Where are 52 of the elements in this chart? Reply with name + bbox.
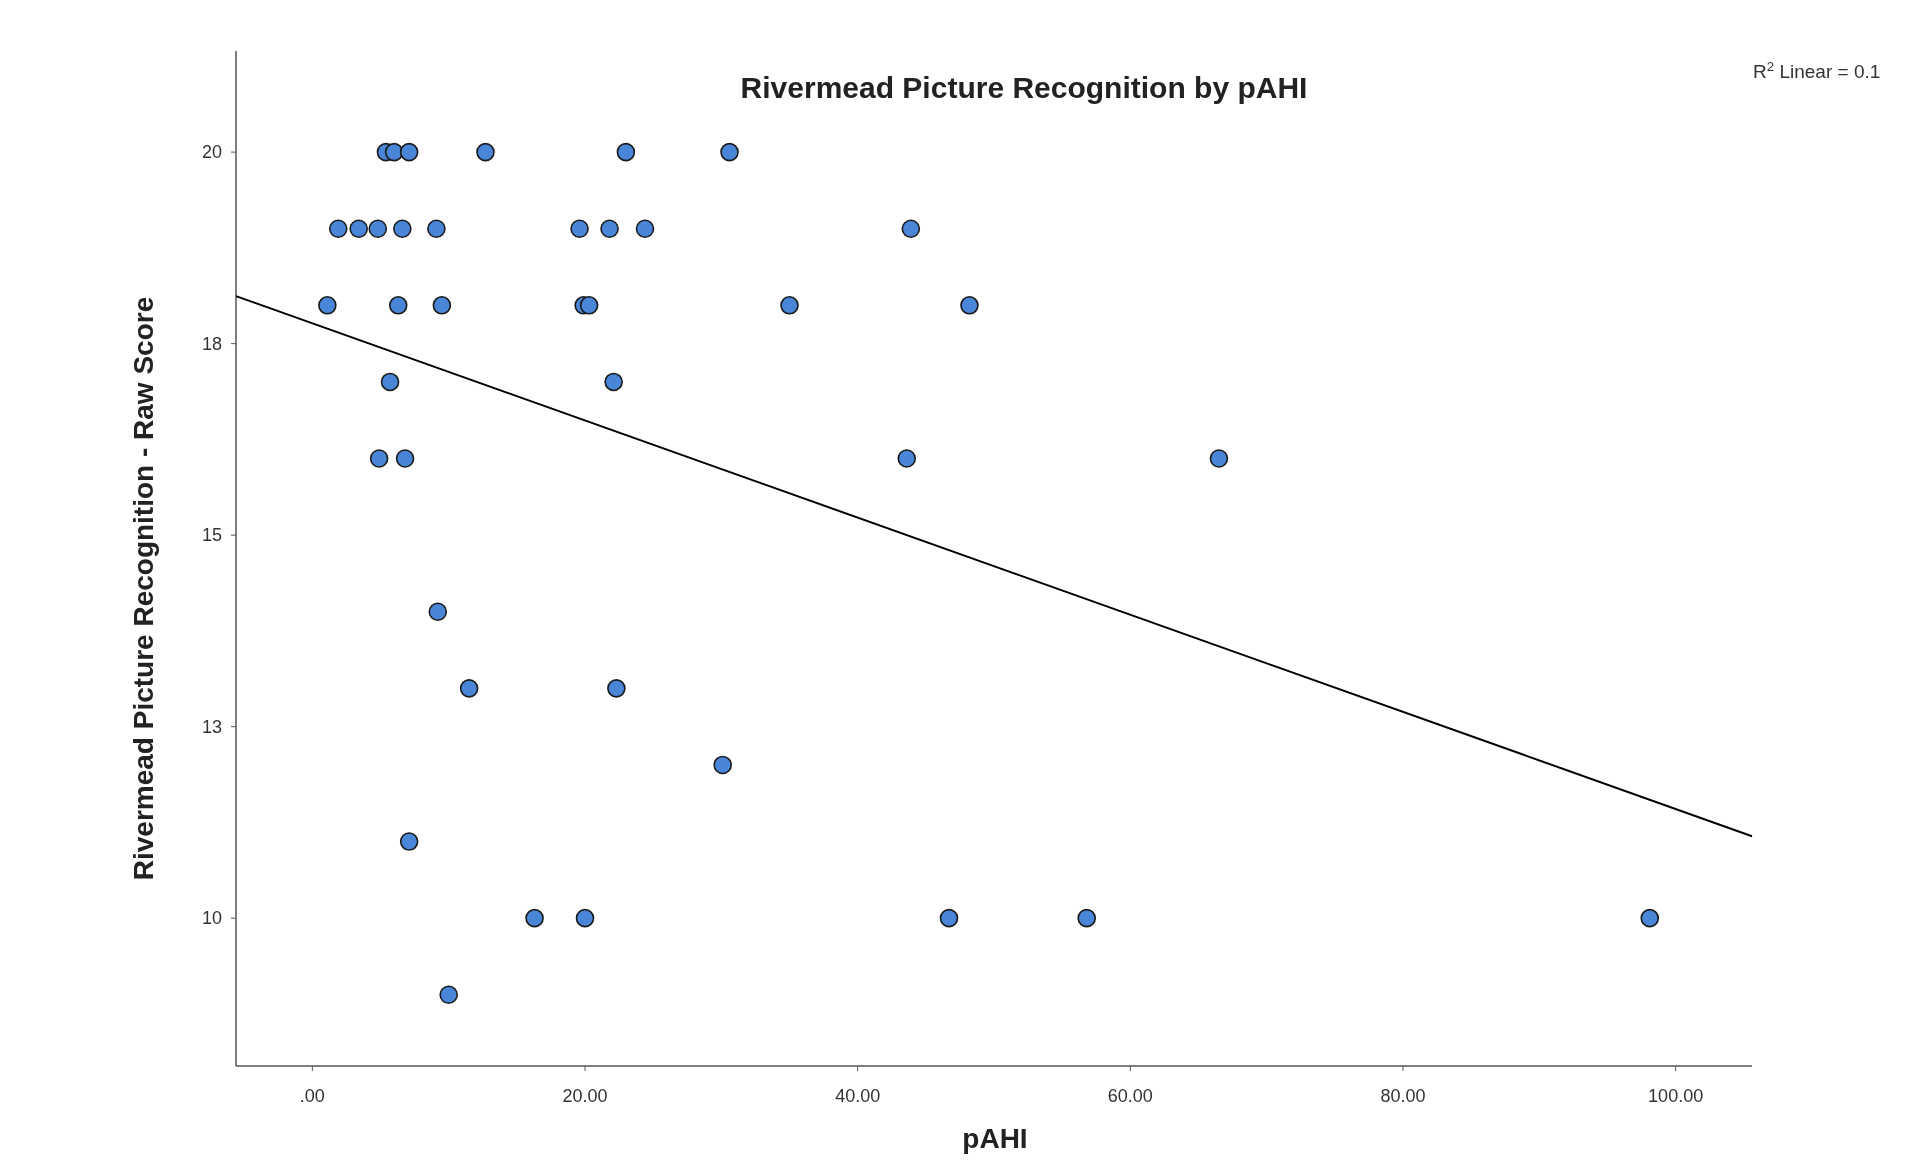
- y-axis-title: Rivermead Picture Recognition - Raw Score: [128, 296, 159, 881]
- point: [897, 449, 917, 468]
- point: [616, 142, 636, 162]
- point: [318, 296, 337, 315]
- point: [427, 219, 446, 238]
- x-tick-label: 100.00: [1648, 1086, 1704, 1106]
- point: [607, 679, 626, 698]
- x-tick-label: 60.00: [1107, 1086, 1153, 1106]
- point: [349, 219, 368, 238]
- point: [393, 219, 412, 238]
- point: [369, 449, 389, 468]
- x-tick-label: 20.00: [562, 1086, 608, 1106]
- point: [720, 142, 739, 162]
- x-tick-label: .00: [299, 1086, 325, 1106]
- point: [604, 372, 623, 392]
- point: [328, 219, 348, 238]
- point: [1209, 449, 1229, 468]
- point: [635, 219, 655, 238]
- point: [368, 219, 388, 238]
- point: [384, 142, 404, 162]
- y-tick-label: 15: [201, 525, 222, 546]
- point: [525, 908, 544, 928]
- point: [600, 219, 619, 238]
- point: [432, 296, 452, 315]
- x-tick-label: 80.00: [1380, 1086, 1426, 1106]
- y-tick-label: 10: [201, 908, 222, 929]
- y-tick-label: 18: [201, 333, 222, 354]
- point: [380, 372, 400, 392]
- x-tick-label: 40.00: [835, 1086, 881, 1106]
- point: [476, 142, 495, 162]
- point: [960, 296, 979, 315]
- point: [388, 296, 408, 315]
- text: R$^{2}$ Linear = 0.1: [1753, 58, 1881, 82]
- point: [1640, 908, 1660, 928]
- point: [579, 296, 599, 315]
- point: [428, 602, 448, 622]
- text: Rivermead Picture Recognition by pAHI: [740, 71, 1308, 104]
- point: [939, 908, 959, 928]
- y-tick-label: 20: [201, 142, 222, 163]
- point: [459, 679, 479, 698]
- point: [570, 219, 589, 238]
- x-axis-title: pAHI: [962, 1123, 1028, 1154]
- point: [575, 908, 595, 928]
- point: [395, 449, 415, 468]
- point: [713, 755, 732, 775]
- y-tick-label: 13: [201, 716, 222, 737]
- point: [901, 219, 921, 238]
- point: [399, 142, 419, 162]
- point: [1077, 908, 1097, 928]
- point: [780, 296, 799, 315]
- point: [439, 985, 458, 1005]
- point: [399, 832, 419, 851]
